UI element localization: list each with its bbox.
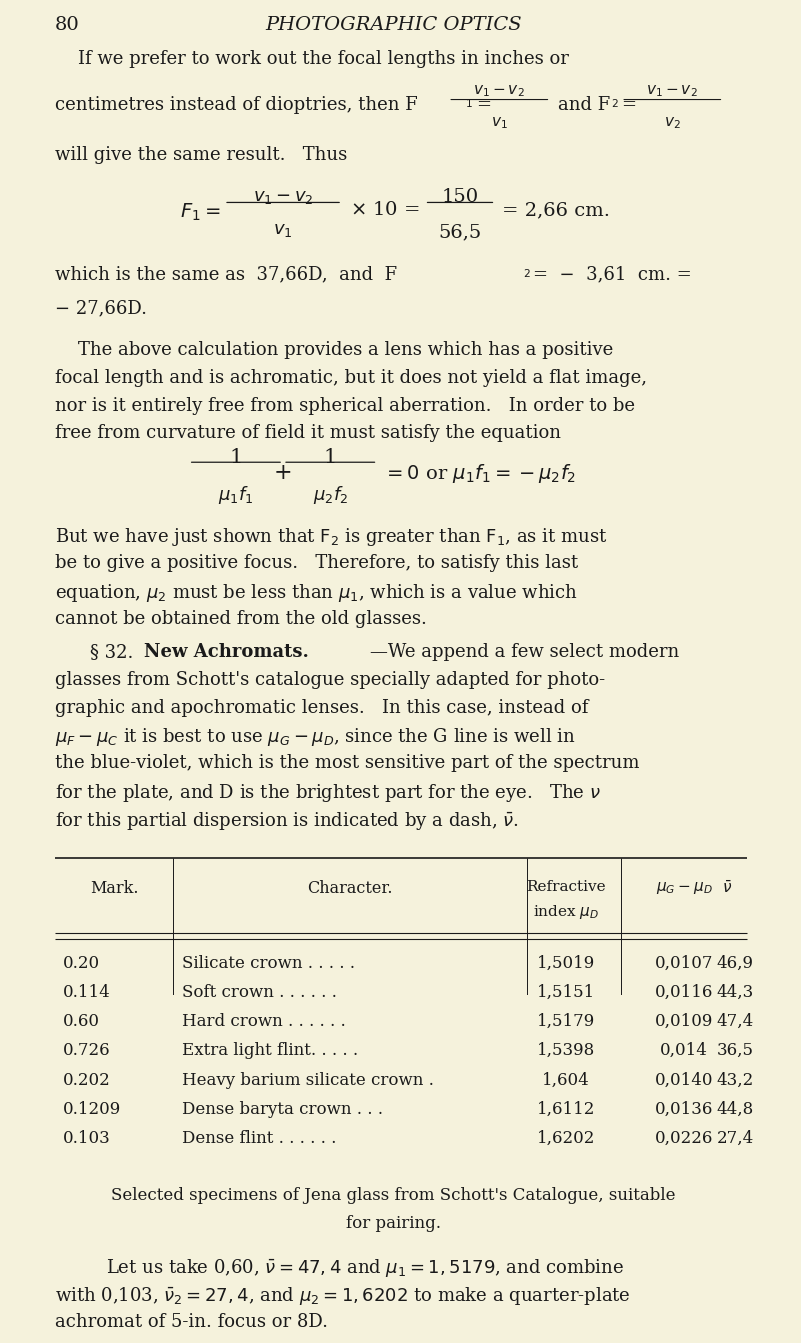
Text: $\bar{\nu}$: $\bar{\nu}$: [723, 880, 732, 896]
Text: 1,604: 1,604: [542, 1072, 590, 1089]
Text: =: =: [476, 95, 491, 114]
Text: Refractive: Refractive: [526, 880, 606, 893]
Text: =  −  3,61  cm. =: = − 3,61 cm. =: [533, 266, 692, 283]
Text: equation, $\mu_2$ must be less than $\mu_1$, which is a value which: equation, $\mu_2$ must be less than $\mu…: [55, 582, 578, 604]
Text: $\mu_1 f_1$: $\mu_1 f_1$: [218, 483, 254, 506]
Text: 1,5398: 1,5398: [537, 1042, 595, 1060]
Text: Silicate crown . . . . .: Silicate crown . . . . .: [183, 955, 356, 971]
Text: If we prefer to work out the focal lengths in inches or: If we prefer to work out the focal lengt…: [55, 50, 569, 67]
Text: the blue-violet, which is the most sensitive part of the spectrum: the blue-violet, which is the most sensi…: [55, 755, 639, 772]
Text: 56,5: 56,5: [438, 223, 481, 242]
Text: 1: 1: [324, 449, 337, 467]
Text: 0,0109: 0,0109: [655, 1013, 713, 1030]
Text: free from curvature of field it must satisfy the equation: free from curvature of field it must sat…: [55, 424, 561, 442]
Text: for the plate, and D is the brightest part for the eye.   The $\nu$: for the plate, and D is the brightest pa…: [55, 782, 601, 804]
Text: 1: 1: [229, 449, 243, 467]
Text: $v_1$: $v_1$: [273, 222, 293, 239]
Text: $_2$: $_2$: [523, 266, 531, 279]
Text: = 2,66 cm.: = 2,66 cm.: [501, 201, 610, 219]
Text: 0,0107: 0,0107: [655, 955, 714, 971]
Text: 1,5019: 1,5019: [537, 955, 595, 971]
Text: 44,3: 44,3: [717, 984, 754, 1001]
Text: Mark.: Mark.: [90, 880, 139, 897]
Text: $v_1 - v_2$: $v_1 - v_2$: [473, 83, 525, 99]
Text: § 32.: § 32.: [91, 643, 139, 661]
Text: 1,6112: 1,6112: [537, 1101, 595, 1117]
Text: 0.202: 0.202: [63, 1072, 111, 1089]
Text: be to give a positive focus.   Therefore, to satisfy this last: be to give a positive focus. Therefore, …: [55, 555, 578, 572]
Text: Let us take 0,60, $\bar{\nu} = 47,4$ and $\mu_1 = 1,5179$, and combine: Let us take 0,60, $\bar{\nu} = 47,4$ and…: [107, 1257, 624, 1279]
Text: 0.20: 0.20: [63, 955, 100, 971]
Text: $_2$: $_2$: [611, 95, 619, 110]
Text: $\mu_G - \mu_{D}$: $\mu_G - \mu_{D}$: [656, 880, 712, 896]
Text: $v_1$: $v_1$: [491, 115, 508, 132]
Text: Hard crown . . . . . .: Hard crown . . . . . .: [183, 1013, 346, 1030]
Text: 0.114: 0.114: [63, 984, 111, 1001]
Text: for pairing.: for pairing.: [346, 1215, 441, 1232]
Text: graphic and apochromatic lenses.   In this case, instead of: graphic and apochromatic lenses. In this…: [55, 698, 589, 717]
Text: $v_2$: $v_2$: [664, 115, 681, 132]
Text: $\times$ 10 =: $\times$ 10 =: [350, 201, 420, 219]
Text: Extra light flint. . . . .: Extra light flint. . . . .: [183, 1042, 359, 1060]
Text: =: =: [622, 95, 636, 114]
Text: index $\mu_{D}$: index $\mu_{D}$: [533, 904, 599, 921]
Text: 0.1209: 0.1209: [63, 1101, 121, 1117]
Text: 80: 80: [55, 16, 80, 34]
Text: 36,5: 36,5: [717, 1042, 754, 1060]
Text: 0,0136: 0,0136: [655, 1101, 713, 1117]
Text: 150: 150: [441, 188, 478, 205]
Text: 43,2: 43,2: [717, 1072, 754, 1089]
Text: $\mu_2 f_2$: $\mu_2 f_2$: [312, 483, 348, 506]
Text: Heavy barium silicate crown .: Heavy barium silicate crown .: [183, 1072, 434, 1089]
Text: 0.60: 0.60: [63, 1013, 100, 1030]
Text: Dense flint . . . . . .: Dense flint . . . . . .: [183, 1129, 336, 1147]
Text: 0,0140: 0,0140: [655, 1072, 714, 1089]
Text: The above calculation provides a lens which has a positive: The above calculation provides a lens wh…: [55, 341, 614, 359]
Text: $\mu_F - \mu_C$ it is best to use $\mu_G - \mu_D$, since the G line is well in: $\mu_F - \mu_C$ it is best to use $\mu_G…: [55, 727, 576, 748]
Text: —We append a few select modern: —We append a few select modern: [369, 643, 678, 661]
Text: Selected specimens of Jena glass from Schott's Catalogue, suitable: Selected specimens of Jena glass from Sc…: [111, 1187, 675, 1205]
Text: 0,0116: 0,0116: [655, 984, 713, 1001]
Text: Soft crown . . . . . .: Soft crown . . . . . .: [183, 984, 337, 1001]
Text: 0,0226: 0,0226: [655, 1129, 713, 1147]
Text: 0,014: 0,014: [660, 1042, 708, 1060]
Text: 27,4: 27,4: [717, 1129, 754, 1147]
Text: $F_1 = $: $F_1 = $: [179, 201, 220, 223]
Text: 47,4: 47,4: [717, 1013, 754, 1030]
Text: PHOTOGRAPHIC OPTICS: PHOTOGRAPHIC OPTICS: [265, 16, 521, 34]
Text: and F: and F: [558, 95, 610, 114]
Text: New Achromats.: New Achromats.: [144, 643, 308, 661]
Text: 1,5151: 1,5151: [537, 984, 595, 1001]
Text: Dense baryta crown . . .: Dense baryta crown . . .: [183, 1101, 384, 1117]
Text: 46,9: 46,9: [717, 955, 754, 971]
Text: 44,8: 44,8: [717, 1101, 754, 1117]
Text: achromat of 5-in. focus or 8D.: achromat of 5-in. focus or 8D.: [55, 1312, 328, 1331]
Text: with 0,103, $\bar{\nu}_2 = 27,4$, and $\mu_2 = 1,6202$ to make a quarter-plate: with 0,103, $\bar{\nu}_2 = 27,4$, and $\…: [55, 1285, 630, 1307]
Text: But we have just shown that $\mathrm{F}_2$ is greater than $\mathrm{F}_1$, as it: But we have just shown that $\mathrm{F}_…: [55, 526, 608, 548]
Text: centimetres instead of dioptries, then F: centimetres instead of dioptries, then F: [55, 95, 418, 114]
Text: $_1$: $_1$: [465, 95, 473, 110]
Text: nor is it entirely free from spherical aberration.   In order to be: nor is it entirely free from spherical a…: [55, 396, 635, 415]
Text: which is the same as  37,66D,  and  F: which is the same as 37,66D, and F: [55, 266, 397, 283]
Text: 1,6202: 1,6202: [537, 1129, 595, 1147]
Text: cannot be obtained from the old glasses.: cannot be obtained from the old glasses.: [55, 610, 427, 629]
Text: +: +: [274, 462, 292, 485]
Text: glasses from Schott's catalogue specially adapted for photo-: glasses from Schott's catalogue speciall…: [55, 670, 606, 689]
Text: focal length and is achromatic, but it does not yield a flat image,: focal length and is achromatic, but it d…: [55, 369, 647, 387]
Text: 0.726: 0.726: [63, 1042, 111, 1060]
Text: for this partial dispersion is indicated by a dash, $\bar{\nu}$.: for this partial dispersion is indicated…: [55, 810, 519, 833]
Text: − 27,66D.: − 27,66D.: [55, 299, 147, 317]
Text: Character.: Character.: [307, 880, 392, 897]
Text: $= 0$ or $\mu_1 f_1 = -\mu_2 f_2$: $= 0$ or $\mu_1 f_1 = -\mu_2 f_2$: [383, 462, 576, 485]
Text: will give the same result.   Thus: will give the same result. Thus: [55, 146, 348, 164]
Text: $v_1 - v_2$: $v_1 - v_2$: [646, 83, 698, 99]
Text: $v_1 - v_2$: $v_1 - v_2$: [253, 188, 313, 205]
Text: 0.103: 0.103: [63, 1129, 111, 1147]
Text: 1,5179: 1,5179: [537, 1013, 595, 1030]
